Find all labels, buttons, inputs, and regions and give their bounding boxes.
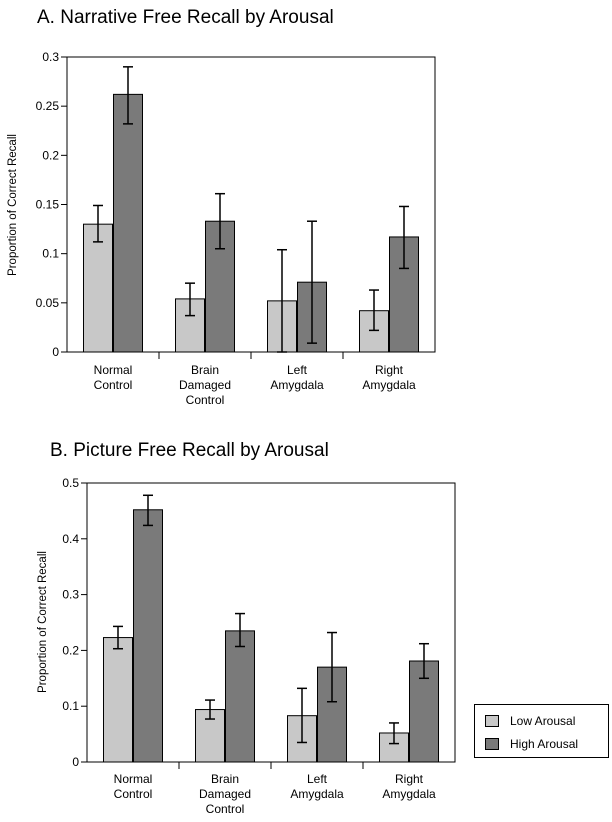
legend-swatch-low [485, 715, 499, 727]
chart-b-category-label: Right [395, 772, 424, 786]
chart-a-ytick-label: 0.25 [36, 99, 60, 113]
chart-b-ytick-label: 0.5 [62, 476, 79, 490]
chart-a-category-label: Brain [191, 363, 219, 377]
chart-a-bar-high [113, 93, 143, 353]
chart-a-category-label: Left [287, 363, 308, 377]
chart-b-bar-low [103, 637, 133, 763]
chart-a-ylabel: Proportion of Correct Recall [7, 134, 19, 276]
chart-b-category-label: Brain [211, 772, 239, 786]
chart-a-title: A. Narrative Free Recall by Arousal [37, 7, 334, 28]
chart-a-category-label: Right [375, 363, 404, 377]
legend-item-high: High Arousal [485, 737, 578, 751]
chart-a-category-label: Control [186, 393, 225, 407]
chart-a-category-label: Damaged [179, 378, 231, 392]
chart-a-ytick-label: 0.15 [36, 198, 60, 212]
chart-b-ytick-label: 0.3 [62, 588, 79, 602]
chart-a-category-label: Control [94, 378, 133, 392]
chart-b-ytick-label: 0.2 [62, 643, 79, 657]
legend: Low Arousal High Arousal [474, 704, 609, 758]
chart-b-ytick-label: 0.1 [62, 699, 79, 713]
chart-b-category-label: Control [114, 787, 153, 801]
chart-a-category-label: Amygdala [270, 378, 324, 392]
chart-a-ytick-label: 0.1 [42, 247, 59, 261]
chart-a-ytick-label: 0 [52, 345, 59, 359]
legend-item-low: Low Arousal [485, 714, 575, 728]
chart-b-category-label: Damaged [199, 787, 251, 801]
chart-a-ytick-label: 0.3 [42, 50, 59, 64]
chart-b-category-label: Left [307, 772, 328, 786]
chart-b-category-label: Control [206, 802, 245, 816]
chart-a-category-label: Normal [94, 363, 133, 377]
chart-a-plot: 0 0.05 0.1 0.15 0.2 0.25 0.3 Proportion of Corr… [7, 50, 436, 407]
chart-b-ytick-label: 0.4 [62, 532, 79, 546]
chart-b-title: B. Picture Free Recall by Arousal [50, 440, 329, 461]
chart-a-ytick-label: 0.05 [36, 296, 60, 310]
chart-a-bar-low [83, 223, 113, 353]
legend-swatch-high [485, 738, 499, 750]
chart-b-bar-high [133, 509, 163, 763]
chart-b-category-label: Normal [114, 772, 153, 786]
chart-b-ytick-label: 0 [72, 755, 79, 769]
chart-b-plot: 0 0.1 0.2 0.3 0.4 0.5 Proportion of Correct Re… [37, 476, 456, 816]
chart-b-bar-high [225, 630, 255, 763]
legend-label-low: Low Arousal [510, 714, 576, 728]
chart-a-bar-low [175, 298, 205, 353]
chart-b-category-label: Amygdala [290, 787, 344, 801]
chart-a-ytick-label: 0.2 [42, 148, 59, 162]
chart-b-ylabel: Proportion of Correct Recall [37, 551, 49, 693]
chart-a-category-label: Amygdala [362, 378, 416, 392]
chart-b-category-label: Amygdala [382, 787, 436, 801]
legend-label-high: High Arousal [510, 737, 579, 751]
